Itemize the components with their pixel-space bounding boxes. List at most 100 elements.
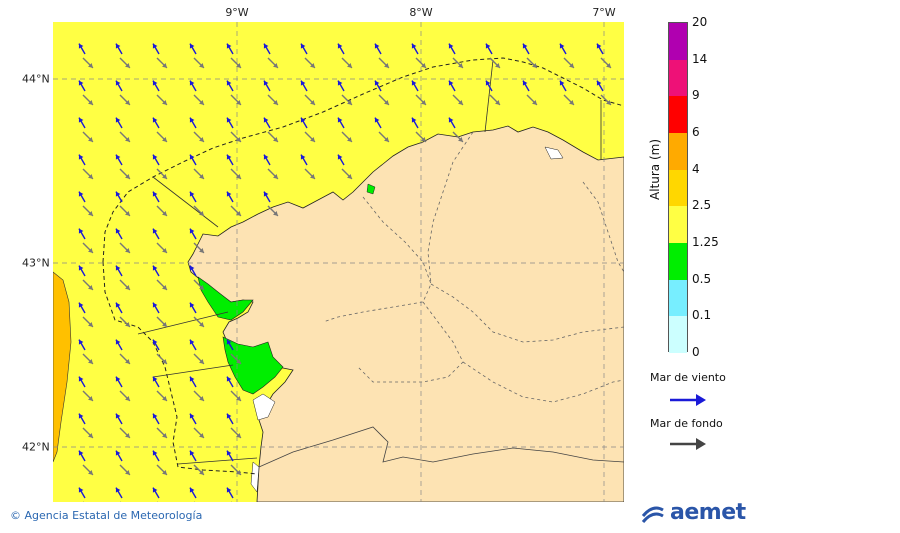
wind-arrow-head bbox=[559, 80, 565, 86]
wind-arrow-head bbox=[152, 191, 158, 197]
swell-arrow-head bbox=[162, 396, 167, 401]
wind-arrow-head bbox=[78, 487, 84, 493]
wind-sea-arrow-icon bbox=[670, 394, 706, 406]
wind-arrow-head bbox=[374, 43, 380, 49]
province-border-1 bbox=[322, 196, 432, 323]
wind-sea-label: Mar de viento bbox=[650, 371, 726, 384]
swell-arrow-head bbox=[569, 100, 574, 105]
wind-arrow-head bbox=[411, 43, 417, 49]
wind-arrow-head bbox=[189, 339, 195, 345]
swell-arrow-head bbox=[125, 63, 130, 68]
white-estuary-minho bbox=[250, 461, 260, 493]
swell-arrow-head bbox=[273, 137, 278, 142]
swell-arrow-head bbox=[458, 63, 463, 68]
lat-label-44n: 44°N bbox=[22, 72, 50, 86]
wind-arrow-head bbox=[115, 339, 121, 345]
zone-line-5 bbox=[484, 59, 494, 133]
wind-arrow-head bbox=[78, 339, 84, 345]
lon-label-9w: 9°W bbox=[225, 6, 249, 19]
wind-arrow-head bbox=[152, 265, 158, 271]
wind-arrow-head bbox=[78, 376, 84, 382]
wind-arrow-head bbox=[189, 43, 195, 49]
wind-arrow-head bbox=[189, 376, 195, 382]
wind-arrow-head bbox=[337, 43, 343, 49]
wind-arrow-head bbox=[596, 43, 602, 49]
wind-arrow-head bbox=[337, 80, 343, 86]
wind-arrow-head bbox=[374, 117, 380, 123]
swell-arrow-head bbox=[347, 63, 352, 68]
swell-arrow-head bbox=[569, 63, 574, 68]
swell-arrow-head bbox=[199, 359, 204, 364]
swell-arrow-head bbox=[421, 137, 426, 142]
swell-arrow-head bbox=[606, 63, 611, 68]
wind-arrow-head bbox=[226, 376, 232, 382]
swell-arrow-head bbox=[88, 433, 93, 438]
province-border-4 bbox=[462, 361, 624, 403]
wind-arrow-head bbox=[152, 154, 158, 160]
wind-arrow-head bbox=[115, 302, 121, 308]
swell-arrow-head bbox=[384, 100, 389, 105]
swell-arrow-head bbox=[88, 470, 93, 475]
wind-arrow-head bbox=[485, 43, 491, 49]
swell-arrow-head bbox=[125, 396, 130, 401]
scale-tick-label: 6 bbox=[692, 125, 700, 139]
wind-arrow-head bbox=[152, 413, 158, 419]
scale-segment bbox=[669, 133, 687, 170]
swell-arrow-head bbox=[125, 285, 130, 290]
wind-arrow-head bbox=[263, 80, 269, 86]
wind-arrow-head bbox=[78, 265, 84, 271]
scale-segment bbox=[669, 96, 687, 133]
wind-arrow-head bbox=[152, 302, 158, 308]
swell-arrow-head bbox=[495, 100, 500, 105]
swell-arrow-head bbox=[199, 137, 204, 142]
wind-arrow-head bbox=[522, 43, 528, 49]
wind-arrow-head bbox=[189, 191, 195, 197]
wind-arrow-head bbox=[300, 117, 306, 123]
wind-arrow-head bbox=[337, 117, 343, 123]
swell-arrow-head bbox=[125, 359, 130, 364]
swell-arrow-head bbox=[236, 433, 241, 438]
swell-arrow-head bbox=[236, 63, 241, 68]
swell-arrow-head bbox=[199, 433, 204, 438]
wind-arrow-head bbox=[300, 154, 306, 160]
wind-arrow-head bbox=[300, 80, 306, 86]
swell-arrow-head bbox=[88, 174, 93, 179]
scale-segment bbox=[669, 316, 687, 353]
swell-arrow-head bbox=[199, 174, 204, 179]
wind-arrow-head bbox=[115, 376, 121, 382]
wind-arrow-head bbox=[115, 450, 121, 456]
wind-arrow-head bbox=[115, 80, 121, 86]
wind-arrow-head bbox=[152, 376, 158, 382]
scale-tick-label: 1.25 bbox=[692, 235, 719, 249]
swell-arrow-head bbox=[162, 100, 167, 105]
wind-arrow-head bbox=[78, 117, 84, 123]
zone-line-1 bbox=[152, 176, 219, 228]
aemet-logo-icon bbox=[641, 506, 664, 523]
wind-arrow-head bbox=[300, 43, 306, 49]
coastal-zone-boundary bbox=[102, 57, 624, 263]
swell-arrow-head bbox=[606, 100, 611, 105]
aemet-logo: aemet bbox=[640, 500, 746, 525]
swell-arrow-head bbox=[199, 248, 204, 253]
zone-line-4 bbox=[177, 457, 258, 465]
wind-arrow-head bbox=[226, 487, 232, 493]
swell-arrow-head bbox=[125, 137, 130, 142]
wind-arrow-head bbox=[152, 80, 158, 86]
swell-arrow-head bbox=[162, 470, 167, 475]
white-estuary-east bbox=[544, 146, 564, 160]
scale-tick-label: 4 bbox=[692, 161, 700, 176]
swell-arrow-head bbox=[273, 211, 278, 216]
swell-arrow-head bbox=[88, 248, 93, 253]
wind-arrow-head bbox=[152, 450, 158, 456]
wind-arrow-head bbox=[559, 43, 565, 49]
scale-tick-label: 9 bbox=[692, 88, 700, 103]
swell-arrow-icon bbox=[670, 438, 706, 450]
swell-arrow-head bbox=[347, 137, 352, 142]
wind-arrow-head bbox=[152, 339, 158, 345]
wind-arrow-head bbox=[596, 80, 602, 86]
lat-label-43n: 43°N bbox=[22, 256, 50, 270]
wave-height-map bbox=[53, 22, 624, 502]
swell-arrow-head bbox=[273, 100, 278, 105]
wind-arrow-head bbox=[226, 450, 232, 456]
wind-arrow-head bbox=[115, 43, 121, 49]
